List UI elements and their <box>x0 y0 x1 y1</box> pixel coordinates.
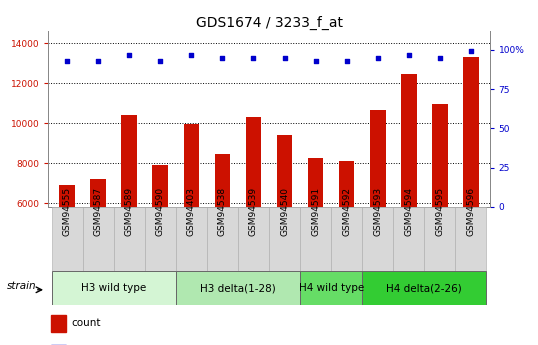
Bar <box>114 207 145 271</box>
Bar <box>183 124 199 323</box>
Bar <box>246 117 261 323</box>
Text: H3 delta(1-28): H3 delta(1-28) <box>200 283 276 293</box>
Bar <box>52 207 83 271</box>
Text: GSM94538: GSM94538 <box>218 187 227 236</box>
Bar <box>176 271 300 305</box>
Point <box>466 49 475 54</box>
Text: GSM94590: GSM94590 <box>156 187 165 236</box>
Point <box>436 55 444 60</box>
Bar <box>83 207 114 271</box>
Text: GSM94589: GSM94589 <box>125 187 134 236</box>
Bar <box>152 165 168 323</box>
Point <box>373 55 382 60</box>
Bar <box>51 315 66 332</box>
Text: count: count <box>71 318 101 328</box>
Bar <box>215 154 230 323</box>
Bar <box>339 161 355 323</box>
Text: GSM94596: GSM94596 <box>466 187 476 236</box>
Text: GSM94592: GSM94592 <box>342 187 351 236</box>
Bar <box>269 207 300 271</box>
Bar <box>362 271 486 305</box>
Text: GSM94403: GSM94403 <box>187 187 196 236</box>
Bar <box>331 207 362 271</box>
Text: H4 delta(2-26): H4 delta(2-26) <box>386 283 462 293</box>
Bar <box>308 158 323 323</box>
Point <box>94 58 102 64</box>
Text: GSM94594: GSM94594 <box>404 187 413 236</box>
Bar <box>393 207 424 271</box>
Bar <box>59 185 75 323</box>
Point <box>187 52 196 57</box>
Text: GSM94555: GSM94555 <box>62 187 72 236</box>
Bar <box>145 207 176 271</box>
Text: GSM94595: GSM94595 <box>435 187 444 236</box>
Bar <box>52 271 176 305</box>
Point <box>342 58 351 64</box>
Text: GSM94591: GSM94591 <box>311 187 320 236</box>
Point <box>249 55 258 60</box>
Bar <box>300 207 331 271</box>
Text: strain: strain <box>8 282 37 291</box>
Bar <box>362 207 393 271</box>
Text: GSM94593: GSM94593 <box>373 187 382 236</box>
Point <box>312 58 320 64</box>
Point <box>405 52 413 57</box>
Point <box>218 55 226 60</box>
Text: H4 wild type: H4 wild type <box>299 283 364 293</box>
Bar <box>90 179 106 323</box>
Bar <box>122 115 137 323</box>
Bar <box>463 57 479 323</box>
Text: GSM94540: GSM94540 <box>280 187 289 236</box>
Bar <box>207 207 238 271</box>
Point <box>156 58 165 64</box>
Bar <box>455 207 486 271</box>
Title: GDS1674 / 3233_f_at: GDS1674 / 3233_f_at <box>195 16 343 30</box>
Text: GSM94539: GSM94539 <box>249 187 258 236</box>
Bar <box>300 271 362 305</box>
Text: GSM94587: GSM94587 <box>94 187 103 236</box>
Bar <box>370 110 386 323</box>
Bar <box>238 207 269 271</box>
Bar <box>277 135 292 323</box>
Text: H3 wild type: H3 wild type <box>81 283 146 293</box>
Bar <box>176 207 207 271</box>
Bar <box>401 74 416 323</box>
Point <box>125 52 133 57</box>
Point <box>280 55 289 60</box>
Point <box>63 58 72 64</box>
Bar <box>424 207 455 271</box>
Bar <box>432 104 448 323</box>
